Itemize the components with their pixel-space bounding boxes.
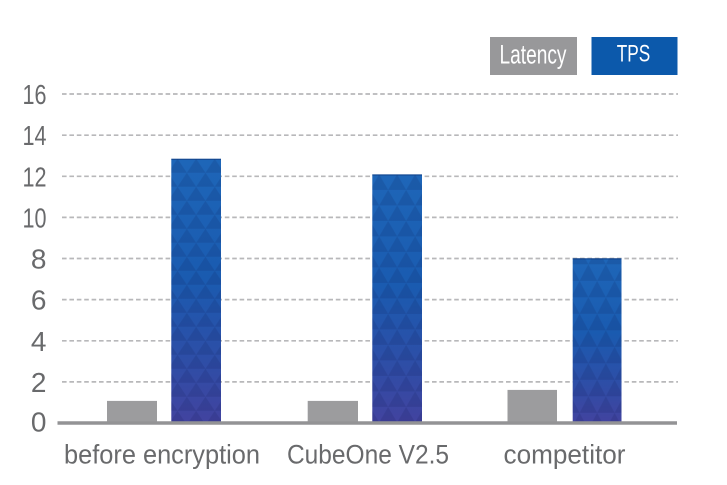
svg-text:8: 8	[31, 244, 47, 275]
svg-text:competitor: competitor	[504, 440, 626, 470]
svg-text:TPS: TPS	[617, 41, 651, 68]
svg-text:CubeOne V2.5: CubeOne V2.5	[287, 440, 449, 470]
svg-text:10: 10	[23, 202, 47, 233]
svg-text:2: 2	[31, 367, 47, 398]
svg-text:12: 12	[23, 161, 47, 192]
svg-text:Latency: Latency	[500, 40, 567, 70]
svg-text:14: 14	[23, 120, 47, 151]
svg-text:0: 0	[31, 407, 47, 438]
svg-text:6: 6	[31, 285, 47, 316]
svg-text:16: 16	[23, 79, 47, 110]
svg-text:before encryption: before encryption	[64, 440, 260, 470]
svg-text:4: 4	[31, 326, 47, 357]
